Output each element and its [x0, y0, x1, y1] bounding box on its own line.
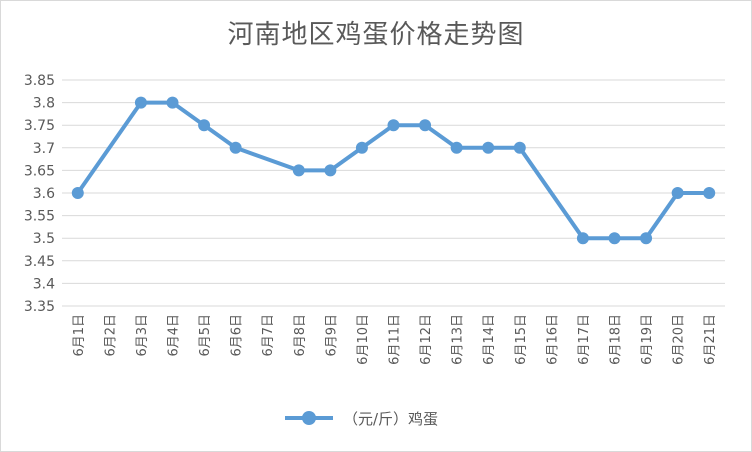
y-tick-label: 3.85	[24, 73, 55, 89]
x-tick-label: 6月3日	[135, 314, 150, 357]
data-point	[513, 141, 526, 154]
y-tick-label: 3.35	[24, 299, 55, 315]
y-tick-label: 3.5	[33, 231, 55, 247]
y-tick-label: 3.75	[24, 118, 55, 134]
data-point	[419, 119, 432, 132]
x-tick-label: 6月8日	[293, 314, 308, 357]
data-point	[166, 96, 179, 109]
x-tick-label: 6月13日	[451, 314, 466, 365]
data-point	[387, 119, 400, 132]
x-tick-label: 6月14日	[482, 314, 497, 365]
x-tick-label: 6月1日	[72, 314, 87, 357]
legend: （元/斤）鸡蛋	[285, 405, 438, 431]
data-point	[198, 119, 211, 132]
x-tick-label: 6月6日	[230, 314, 245, 357]
x-tick-label: 6月12日	[419, 314, 434, 365]
x-tick-label: 6月11日	[388, 314, 403, 365]
data-point	[324, 164, 337, 177]
x-tick-label: 6月2日	[103, 314, 118, 357]
y-tick-label: 3.7	[33, 141, 55, 157]
x-tick-label: 6月16日	[545, 314, 560, 365]
x-tick-label: 6月9日	[324, 314, 339, 357]
x-tick-label: 6月10日	[356, 314, 371, 365]
data-point	[671, 187, 684, 199]
series-points	[71, 96, 716, 245]
chart-title: 河南地区鸡蛋价格走势图	[227, 20, 525, 50]
data-point	[482, 141, 495, 154]
gridlines	[62, 79, 725, 307]
data-point	[640, 232, 653, 245]
x-axis-tick-labels: 6月1日 6月2日 6月3日 6月4日 6月5日 6月6日 6月7日 6月8日 6月9日 6月10…	[72, 314, 718, 365]
data-point	[703, 187, 716, 199]
y-tick-label: 3.8	[33, 96, 55, 112]
y-tick-label: 3.55	[24, 209, 55, 225]
x-tick-label: 6月15日	[514, 314, 529, 365]
data-point	[576, 232, 589, 245]
y-tick-label: 3.6	[33, 186, 55, 202]
data-point	[355, 141, 368, 154]
x-tick-label: 6月7日	[261, 314, 276, 357]
y-tick-label: 3.4	[33, 276, 55, 292]
data-point	[229, 141, 242, 154]
data-point	[450, 141, 463, 154]
data-point	[608, 232, 621, 245]
y-tick-label: 3.65	[24, 163, 55, 179]
y-axis-tick-labels: 3.35 3.4 3.45 3.5 3.55 3.6 3.65 3.7 3.75 3.8 3.85	[24, 73, 55, 315]
x-tick-label: 6月4日	[167, 314, 182, 357]
x-tick-label: 6月5日	[198, 314, 213, 357]
x-tick-label: 6月21日	[703, 314, 718, 365]
x-tick-label: 6月19日	[640, 314, 655, 365]
x-tick-label: 6月17日	[577, 314, 592, 365]
data-point	[292, 164, 305, 177]
y-tick-label: 3.45	[24, 254, 55, 270]
data-point	[134, 96, 147, 109]
legend-swatch	[285, 411, 333, 425]
x-tick-label: 6月18日	[609, 314, 624, 365]
x-tick-label: 6月20日	[672, 314, 687, 365]
data-point	[71, 187, 84, 199]
legend-label: （元/斤）鸡蛋	[343, 409, 439, 428]
